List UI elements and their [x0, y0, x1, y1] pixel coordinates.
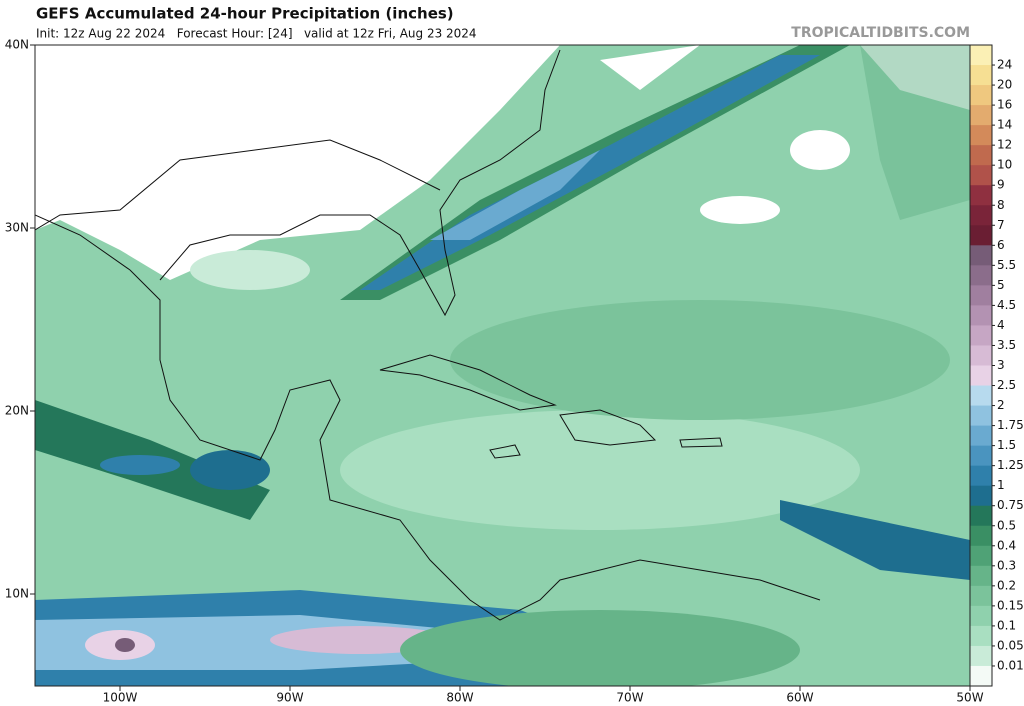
colorbar-label: 0.05 — [997, 638, 1024, 652]
colorbar-label: 0.4 — [997, 538, 1016, 552]
colorbar-label: 20 — [997, 78, 1012, 92]
colorbar-label: 9 — [997, 178, 1005, 192]
colorbar-segment — [970, 665, 992, 687]
colorbar-segment — [970, 145, 992, 166]
brand: TROPICALTIDBITS.COM — [791, 25, 970, 41]
colorbar-label: 0.01 — [997, 658, 1024, 672]
colorbar-segment — [970, 105, 992, 126]
colorbar-segment — [970, 385, 992, 407]
colorbar-label: 14 — [997, 118, 1012, 132]
colorbar-segment — [970, 425, 992, 447]
colorbar-label: 2 — [997, 398, 1005, 412]
colorbar-label: 3.5 — [997, 338, 1016, 352]
colorbar-label: 0.15 — [997, 598, 1024, 612]
colorbar-segment — [970, 645, 992, 667]
colorbar-label: 24 — [997, 58, 1012, 72]
colorbar-label: 3 — [997, 358, 1005, 372]
colorbar-segment — [970, 205, 992, 226]
subtitle: Init: 12z Aug 22 2024 Forecast Hour: [24… — [36, 27, 477, 41]
title: GEFS Accumulated 24-hour Precipitation (… — [36, 5, 454, 23]
lon-label: 70W — [616, 691, 643, 705]
colorbar-label: 1 — [997, 478, 1005, 492]
colorbar-segment — [970, 185, 992, 206]
lat-label: 10N — [5, 587, 29, 601]
lat-label: 20N — [5, 404, 29, 418]
colorbar-label: 4.5 — [997, 298, 1016, 312]
colorbar-label: 5 — [997, 278, 1005, 292]
colorbar-segment — [970, 285, 992, 306]
lat-label: 40N — [5, 38, 29, 52]
lon-label: 60W — [786, 691, 813, 705]
colorbar-segment — [970, 565, 992, 587]
colorbar-segment — [970, 585, 992, 607]
colorbar-label: 5.5 — [997, 258, 1016, 272]
colorbar-label: 16 — [997, 98, 1012, 112]
colorbar-label: 0.3 — [997, 558, 1016, 572]
colorbar-segment — [970, 525, 992, 547]
lon-label: 90W — [276, 691, 303, 705]
colorbar-segment — [970, 605, 992, 627]
colorbar-label: 6 — [997, 238, 1005, 252]
colorbar-segment — [970, 305, 992, 326]
colorbar-label: 7 — [997, 218, 1005, 232]
colorbar-segment — [970, 45, 992, 66]
colorbar-label: 8 — [997, 198, 1005, 212]
lat-label: 30N — [5, 221, 29, 235]
colorbar-segment — [970, 65, 992, 86]
colorbar-segment — [970, 165, 992, 186]
colorbar-segment — [970, 405, 992, 427]
colorbar-segment — [970, 625, 992, 647]
colorbar-label: 10 — [997, 158, 1012, 172]
colorbar-segment — [970, 505, 992, 527]
colorbar-segment — [970, 125, 992, 146]
colorbar-label: 4 — [997, 318, 1005, 332]
colorbar-label: 1.5 — [997, 438, 1016, 452]
colorbar-label: 2.5 — [997, 378, 1016, 392]
colorbar-label: 0.75 — [997, 498, 1024, 512]
colorbar-label: 1.75 — [997, 418, 1024, 432]
lon-label: 100W — [103, 691, 138, 705]
colorbar-segment — [970, 445, 992, 467]
coastlines — [35, 49, 821, 621]
colorbar-label: 0.5 — [997, 518, 1016, 532]
colorbar-segment — [970, 345, 992, 366]
colorbar-segment — [970, 325, 992, 346]
colorbar-label: 0.2 — [997, 578, 1016, 592]
colorbar-segment — [970, 465, 992, 487]
colorbar-segment — [970, 225, 992, 246]
colorbar-segment — [970, 245, 992, 266]
colorbar-segment — [970, 85, 992, 106]
precip-field — [35, 45, 970, 686]
lon-label: 50W — [956, 691, 983, 705]
colorbar-label: 12 — [997, 138, 1012, 152]
colorbar-segment — [970, 365, 992, 387]
colorbar-segment — [970, 265, 992, 286]
colorbar-label: 0.1 — [997, 618, 1016, 632]
colorbar-label: 1.25 — [997, 458, 1024, 472]
lon-label: 80W — [446, 691, 473, 705]
colorbar-segment — [970, 485, 992, 507]
colorbar-segment — [970, 545, 992, 567]
